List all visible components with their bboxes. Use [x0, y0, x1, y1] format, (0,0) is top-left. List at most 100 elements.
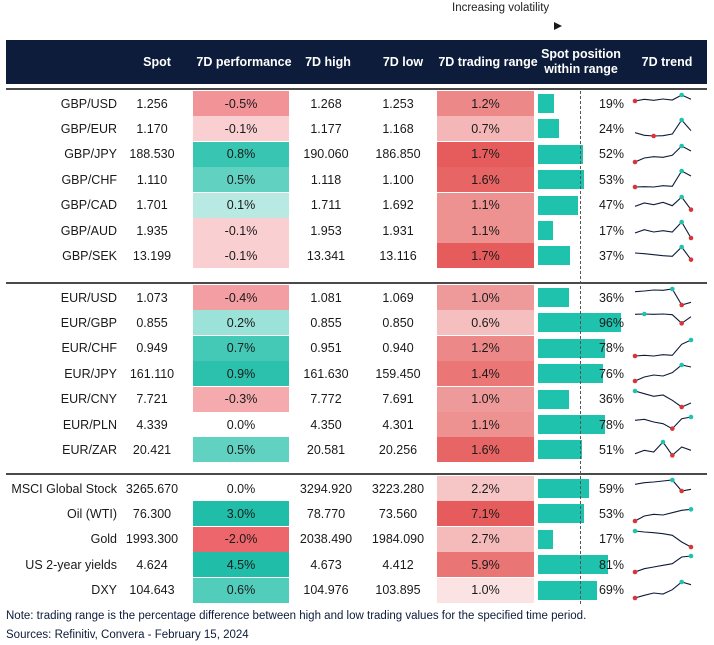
spot-value: 188.530: [129, 147, 175, 162]
trend-high-dot: [688, 414, 694, 420]
trading-range-value: 0.6%: [437, 310, 534, 336]
trend-low-dot: [632, 98, 638, 104]
footer-note: Note: trading range is the percentage di…: [6, 610, 587, 622]
position-value: 78%: [598, 417, 624, 432]
position-bar: [538, 504, 584, 524]
low-value: 3223.280: [371, 481, 425, 496]
header-7d-trading-range: 7D trading range: [438, 54, 538, 69]
trading-range-value: 1.6%: [437, 437, 534, 463]
row-label: EUR/GBP: [60, 315, 117, 330]
position-bar: [538, 389, 569, 409]
trend-low-dot: [632, 595, 638, 600]
trend-sparkline: [634, 245, 694, 263]
position-bar: [538, 221, 553, 240]
header-spot-position: Spot position within range: [541, 47, 621, 76]
high-value: 190.060: [303, 147, 349, 162]
trend-line: [634, 555, 692, 573]
low-value: 4.301: [382, 417, 414, 432]
low-value: 4.412: [382, 557, 414, 572]
trading-range-value: 0.7%: [437, 116, 534, 142]
trading-range-value: 1.0%: [437, 285, 534, 310]
position-value: 78%: [598, 341, 624, 356]
high-value: 1.953: [310, 223, 342, 238]
low-value: 73.560: [378, 506, 418, 521]
trend-line: [634, 580, 692, 599]
header-7d-performance: 7D performance: [196, 54, 292, 69]
performance-value: 0.2%: [193, 310, 289, 336]
performance-value: 3.0%: [193, 501, 289, 527]
spot-value: 104.643: [129, 583, 175, 598]
spot-value: 1.935: [136, 223, 168, 238]
position-value: 51%: [598, 442, 624, 457]
high-value: 1.177: [310, 121, 342, 136]
row-label: GBP/CAD: [60, 198, 117, 213]
trend-high-dot: [688, 507, 694, 513]
trend-sparkline: [634, 286, 692, 308]
spot-value: 20.421: [132, 442, 172, 457]
trend-high-dot: [632, 388, 638, 393]
position-value: 19%: [598, 96, 624, 111]
trend-line: [634, 509, 692, 522]
position-bar: [538, 580, 598, 600]
trading-range-value: 2.7%: [437, 526, 534, 552]
spot-value: 0.949: [136, 341, 168, 356]
trend-high-dot: [679, 143, 684, 149]
position-value: 76%: [598, 366, 624, 381]
performance-value: 0.1%: [193, 192, 289, 218]
trend-sparkline: [632, 579, 692, 600]
trading-range-value: 1.0%: [437, 577, 534, 603]
trend-low-dot: [688, 206, 694, 212]
trading-range-value: 1.1%: [437, 192, 534, 218]
trading-range-value: 7.1%: [437, 501, 534, 527]
trend-line: [634, 288, 692, 306]
header-spot: Spot: [143, 54, 171, 69]
high-value: 20.581: [306, 442, 346, 457]
volatility-legend-label: Increasing volatility: [452, 2, 550, 14]
high-value: 0.951: [310, 341, 342, 356]
trading-range-value: 1.7%: [437, 141, 534, 167]
position-midline: [580, 91, 581, 604]
performance-value: -2.0%: [193, 526, 289, 552]
trend-line: [634, 390, 692, 408]
row-label: EUR/PLN: [62, 417, 117, 432]
trend-sparkline: [634, 118, 692, 139]
trend-low-dot: [688, 235, 694, 241]
volatility-arrow-icon: [442, 22, 562, 30]
row-label: Oil (WTI): [67, 506, 117, 521]
position-bar: [538, 440, 582, 460]
low-value: 186.850: [375, 147, 421, 162]
trend-high-dot: [679, 219, 684, 225]
position-value: 24%: [598, 121, 624, 136]
trend-line: [634, 416, 692, 430]
low-value: 1.100: [382, 172, 414, 187]
low-value: 1.253: [382, 96, 414, 111]
position-bar: [538, 119, 559, 139]
trend-sparkline: [634, 219, 694, 241]
spot-value: 1.073: [136, 290, 168, 305]
position-bar: [538, 479, 589, 498]
high-value: 78.770: [306, 506, 346, 521]
trend-sparkline: [632, 362, 692, 384]
trend-high-dot: [679, 579, 684, 584]
performance-value: 0.8%: [193, 141, 289, 167]
trend-low-dot: [670, 453, 675, 459]
row-label: Gold: [90, 532, 117, 547]
trend-low-dot: [632, 519, 638, 524]
row-label: GBP/CHF: [61, 172, 117, 187]
spot-value: 161.110: [129, 366, 175, 381]
spot-value: 1993.300: [125, 532, 179, 547]
high-value: 3294.920: [299, 481, 353, 496]
position-value: 69%: [598, 583, 624, 598]
group-separator: [6, 282, 707, 284]
position-bar: [538, 555, 608, 575]
header-7d-trend: 7D trend: [641, 54, 693, 69]
trend-sparkline: [632, 553, 694, 575]
position-bar: [538, 195, 579, 215]
trend-sparkline: [632, 168, 692, 190]
position-value: 81%: [598, 557, 624, 572]
trend-low-dot: [651, 134, 656, 139]
trend-high-dot: [670, 286, 675, 292]
trend-sparkline: [632, 92, 692, 104]
trend-sparkline: [634, 477, 692, 494]
